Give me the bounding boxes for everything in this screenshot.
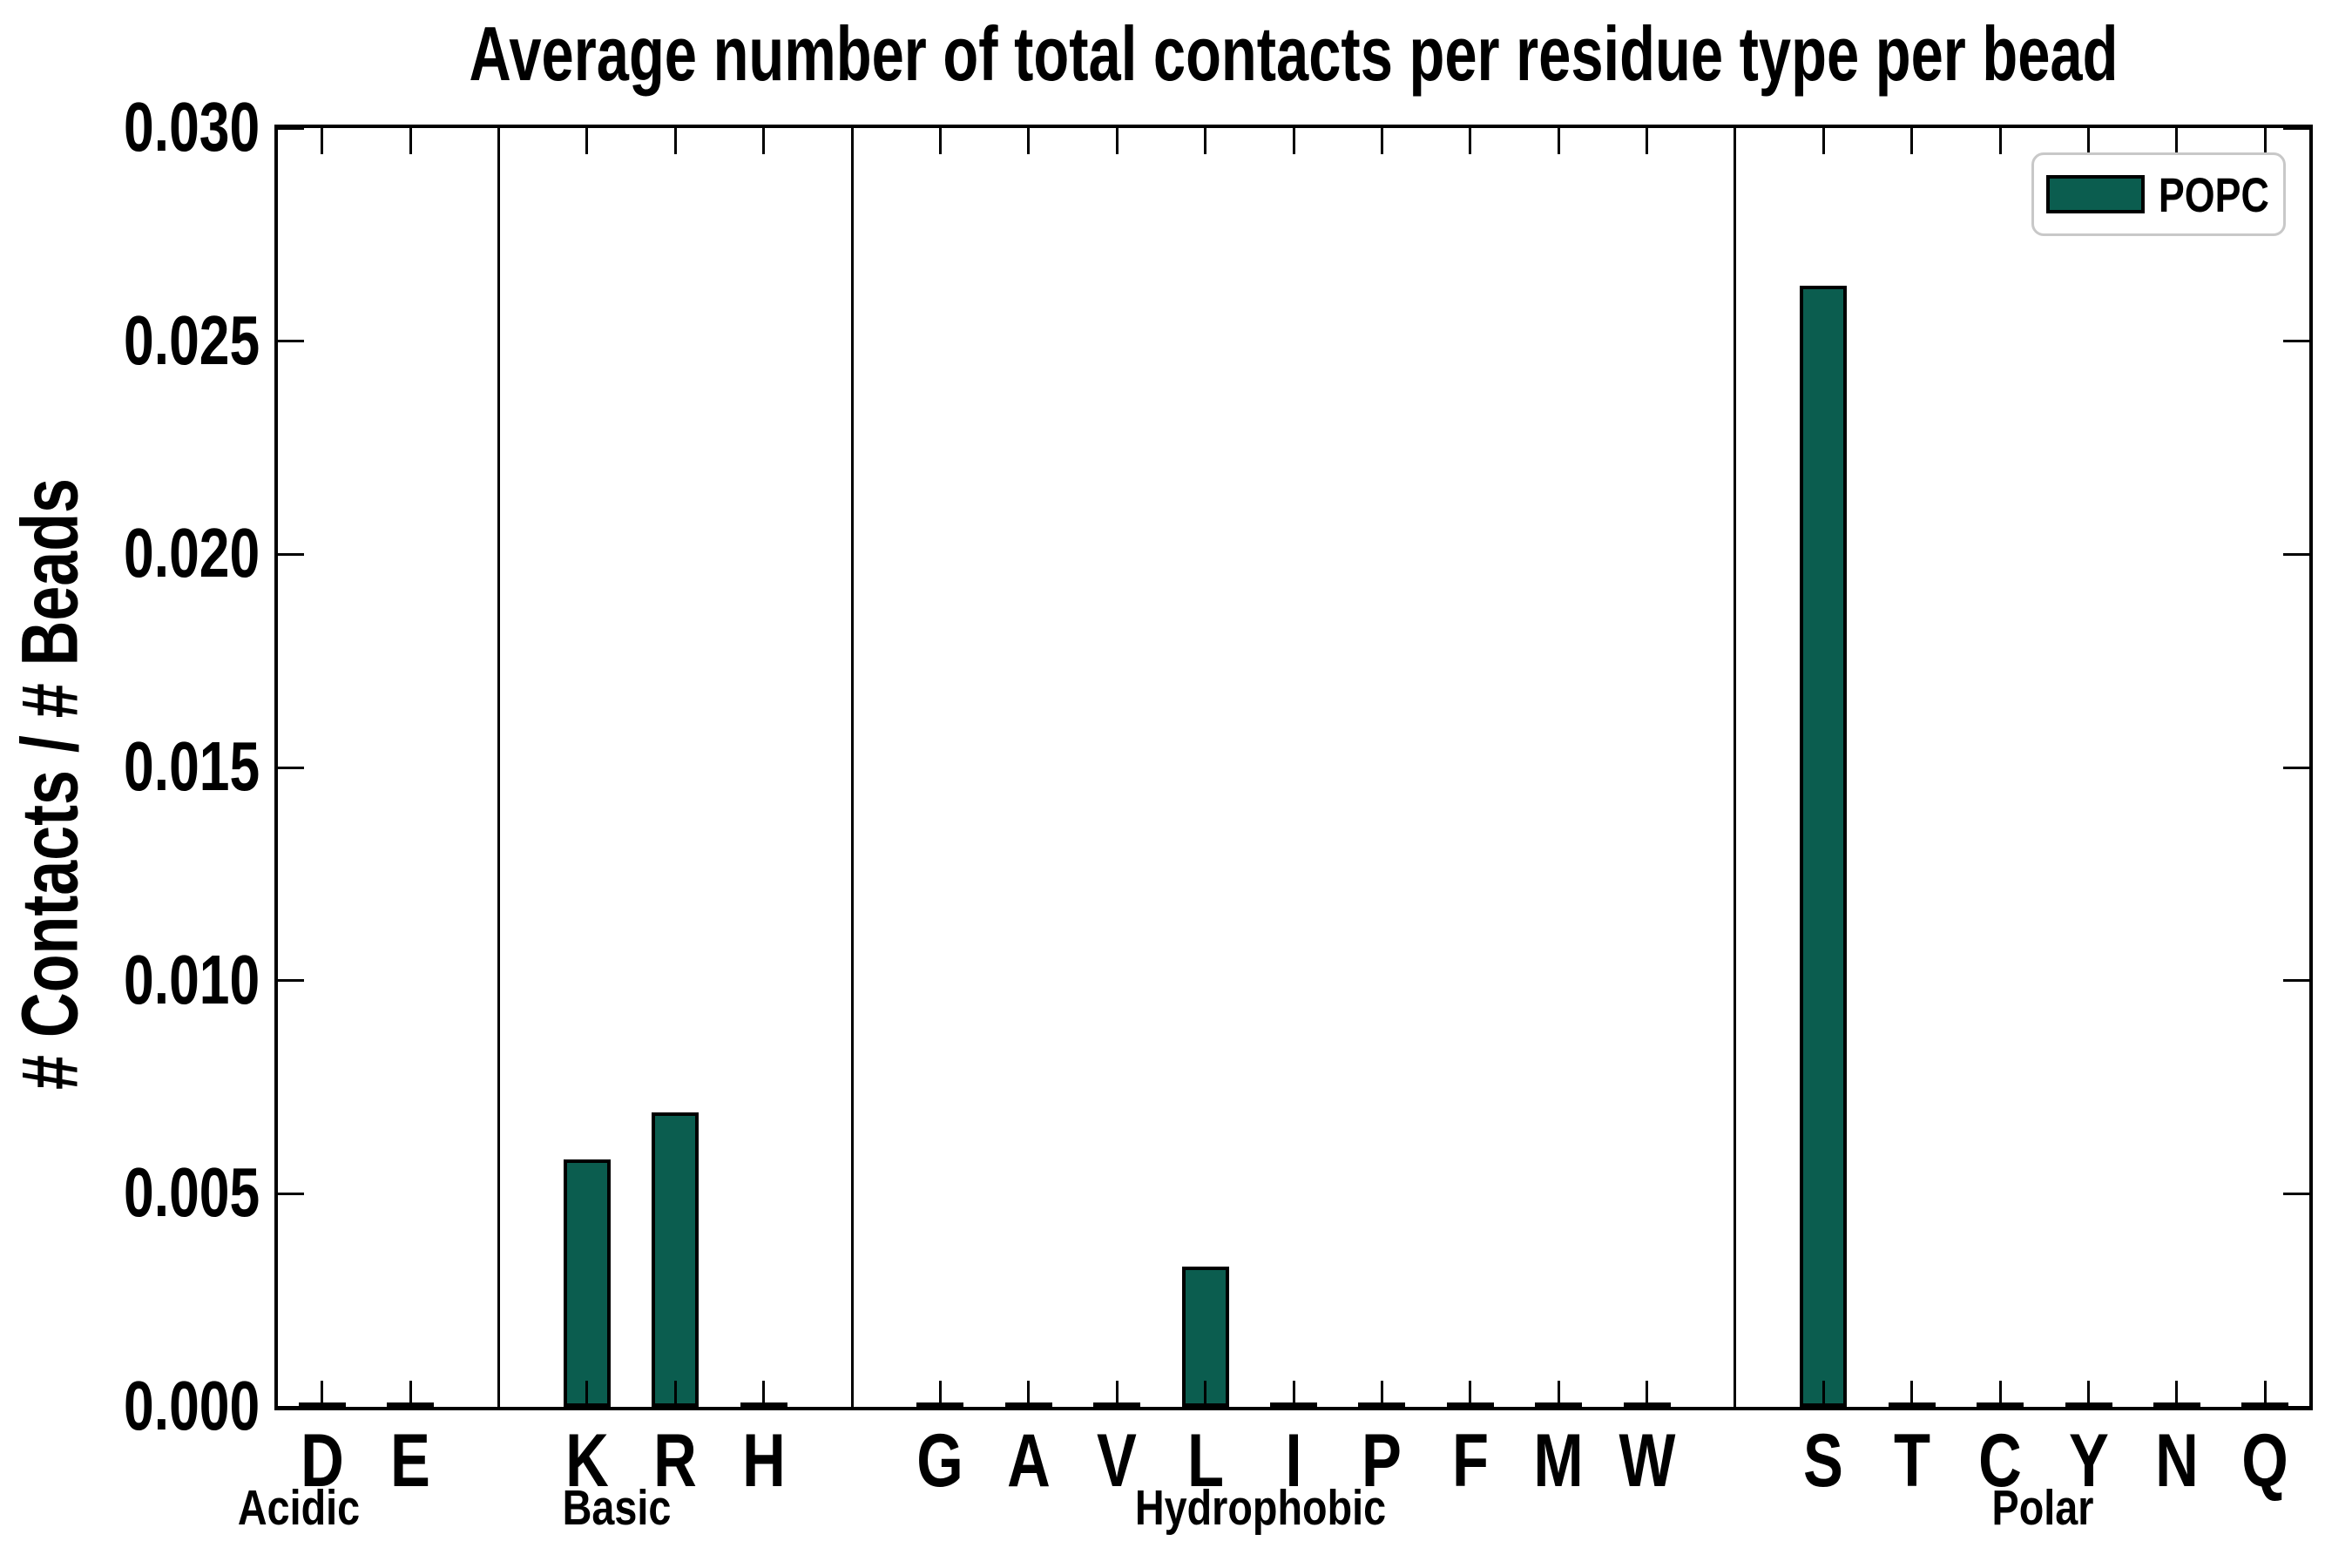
plot-area: [274, 125, 2313, 1410]
x-tick-label-T: T: [1893, 1419, 1931, 1503]
x-tick-top-L: [1204, 128, 1207, 154]
x-tick-M: [1557, 1381, 1560, 1407]
chart-title: Average number of total contacts per res…: [469, 10, 2119, 97]
legend-label: POPC: [2159, 166, 2270, 222]
x-tick-W: [1646, 1381, 1649, 1407]
x-tick-top-V: [1115, 128, 1119, 154]
y-tick-label-0.025: 0.025: [123, 301, 260, 379]
y-tick-right-0.030: [2283, 126, 2309, 130]
group-label-hydrophobic: Hydrophobic: [1134, 1480, 1387, 1536]
y-tick-right-0.020: [2283, 552, 2309, 556]
group-divider: [850, 128, 854, 1407]
x-tick-label-G: G: [916, 1419, 963, 1503]
x-tick-label-K: K: [565, 1419, 609, 1503]
legend: POPC: [2031, 152, 2286, 236]
x-tick-T: [1910, 1381, 1914, 1407]
x-tick-R: [673, 1381, 677, 1407]
x-tick-D: [321, 1381, 324, 1407]
bar-S: [1800, 286, 1848, 1407]
bar-R: [652, 1112, 700, 1407]
x-tick-label-F: F: [1451, 1419, 1490, 1503]
x-tick-V: [1115, 1381, 1119, 1407]
group-label-acidic: Acidic: [237, 1480, 361, 1536]
y-tick-right-0.000: [2283, 1405, 2309, 1409]
y-tick-label-0.030: 0.030: [123, 88, 260, 166]
x-tick-top-T: [1910, 128, 1914, 154]
x-tick-top-R: [673, 128, 677, 154]
x-tick-label-A: A: [1007, 1419, 1051, 1503]
group-label-basic: Basic: [562, 1480, 672, 1536]
bar-K: [563, 1159, 611, 1407]
x-tick-label-N: N: [2155, 1419, 2199, 1503]
y-tick-label-0.005: 0.005: [123, 1153, 260, 1231]
x-tick-top-Y: [2087, 128, 2091, 154]
group-divider: [497, 128, 500, 1407]
x-tick-top-F: [1469, 128, 1472, 154]
x-tick-label-R: R: [653, 1419, 697, 1503]
y-tick-0.015: [278, 766, 304, 769]
x-tick-label-H: H: [742, 1419, 786, 1503]
x-tick-label-E: E: [390, 1419, 430, 1503]
x-tick-label-M: M: [1533, 1419, 1584, 1503]
legend-swatch-popc: [2046, 175, 2146, 213]
x-tick-label-W: W: [1619, 1419, 1676, 1503]
y-tick-0.025: [278, 340, 304, 343]
x-tick-K: [585, 1381, 589, 1407]
y-tick-right-0.025: [2283, 340, 2309, 343]
y-axis-label: # Contacts / # Beads: [5, 478, 95, 1090]
x-tick-N: [2175, 1381, 2179, 1407]
y-tick-right-0.015: [2283, 766, 2309, 769]
x-tick-G: [938, 1381, 942, 1407]
x-tick-label-D: D: [301, 1419, 344, 1503]
x-tick-top-S: [1821, 128, 1825, 154]
x-tick-top-K: [585, 128, 589, 154]
x-tick-top-A: [1027, 128, 1031, 154]
x-tick-Y: [2087, 1381, 2091, 1407]
x-tick-top-I: [1292, 128, 1295, 154]
x-tick-label-V: V: [1097, 1419, 1137, 1503]
x-tick-S: [1821, 1381, 1825, 1407]
x-tick-E: [409, 1381, 412, 1407]
x-tick-top-G: [938, 128, 942, 154]
x-tick-top-D: [321, 128, 324, 154]
x-tick-L: [1204, 1381, 1207, 1407]
x-tick-top-M: [1557, 128, 1560, 154]
x-tick-top-C: [1998, 128, 2002, 154]
x-tick-F: [1469, 1381, 1472, 1407]
x-tick-label-I: I: [1285, 1419, 1302, 1503]
x-tick-label-Q: Q: [2241, 1419, 2288, 1503]
y-tick-0.005: [278, 1192, 304, 1195]
y-tick-right-0.005: [2283, 1192, 2309, 1195]
x-tick-top-P: [1380, 128, 1383, 154]
y-tick-0.010: [278, 979, 304, 983]
y-tick-0.000: [278, 1405, 304, 1409]
x-tick-label-C: C: [1978, 1419, 2022, 1503]
x-tick-A: [1027, 1381, 1031, 1407]
x-tick-I: [1292, 1381, 1295, 1407]
x-tick-top-H: [762, 128, 766, 154]
x-tick-Q: [2263, 1381, 2267, 1407]
x-tick-label-S: S: [1803, 1419, 1843, 1503]
y-tick-0.030: [278, 126, 304, 130]
x-tick-top-Q: [2263, 128, 2267, 154]
y-tick-label-0.010: 0.010: [123, 941, 260, 1018]
y-tick-label-0.015: 0.015: [123, 727, 260, 805]
y-tick-label-0.020: 0.020: [123, 514, 260, 591]
group-divider: [1734, 128, 1737, 1407]
x-tick-top-N: [2175, 128, 2179, 154]
x-tick-H: [762, 1381, 766, 1407]
x-tick-label-Y: Y: [2069, 1419, 2109, 1503]
y-tick-label-0.000: 0.000: [123, 1367, 260, 1444]
x-tick-top-E: [409, 128, 412, 154]
x-tick-label-P: P: [1362, 1419, 1402, 1503]
x-tick-P: [1380, 1381, 1383, 1407]
y-tick-right-0.010: [2283, 979, 2309, 983]
group-label-polar: Polar: [1991, 1480, 2094, 1536]
x-tick-C: [1998, 1381, 2002, 1407]
x-tick-top-W: [1646, 128, 1649, 154]
x-tick-label-L: L: [1186, 1419, 1225, 1503]
y-tick-0.020: [278, 552, 304, 556]
